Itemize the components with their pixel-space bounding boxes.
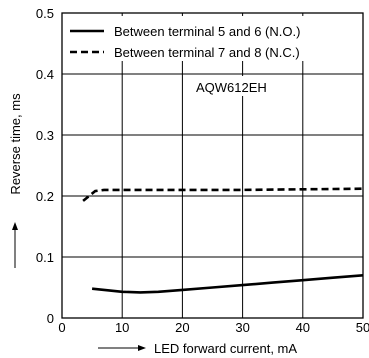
y-tick-label: 0.4 bbox=[36, 67, 54, 82]
grid-layer bbox=[62, 13, 363, 318]
y-tick-label: 0.5 bbox=[36, 6, 54, 21]
x-tick-label: 0 bbox=[58, 320, 65, 335]
y-tick-label: 0.1 bbox=[36, 250, 54, 265]
x-tick-labels: 0 10 20 30 40 50 bbox=[58, 320, 369, 335]
x-tick-label: 50 bbox=[356, 320, 369, 335]
y-tick-label: 0.2 bbox=[36, 189, 54, 204]
legend-background bbox=[66, 16, 358, 61]
plot-frame bbox=[61, 12, 364, 319]
x-tick-label: 10 bbox=[115, 320, 129, 335]
x-tick-label: 30 bbox=[235, 320, 249, 335]
x-tick-label: 40 bbox=[296, 320, 310, 335]
y-axis-arrow-head bbox=[12, 222, 18, 230]
y-axis-title: Reverse time, ms bbox=[8, 93, 23, 195]
series-layer bbox=[82, 187, 363, 294]
model-annotation: AQW612EH bbox=[196, 80, 267, 95]
legend: Between terminal 5 and 6 (N.O.) Between … bbox=[66, 16, 358, 61]
x-axis-title: LED forward current, mA bbox=[154, 341, 297, 356]
x-axis-arrow-head bbox=[138, 345, 146, 351]
legend-label-series-2: Between terminal 7 and 8 (N.C.) bbox=[114, 45, 300, 60]
legend-label-series-1: Between terminal 5 and 6 (N.O.) bbox=[114, 24, 300, 39]
annotation-background bbox=[192, 76, 280, 96]
x-tick-label: 20 bbox=[175, 320, 189, 335]
y-tick-label: 0 bbox=[47, 311, 54, 326]
series-line-2 bbox=[82, 187, 363, 202]
x-axis-title-group: LED forward current, mA bbox=[98, 341, 297, 356]
y-axis-title-group: Reverse time, ms bbox=[8, 93, 23, 268]
y-tick-labels: 0 0.1 0.2 0.3 0.4 0.5 bbox=[36, 6, 54, 326]
series-line-1 bbox=[91, 274, 363, 294]
y-tick-label: 0.3 bbox=[36, 128, 54, 143]
